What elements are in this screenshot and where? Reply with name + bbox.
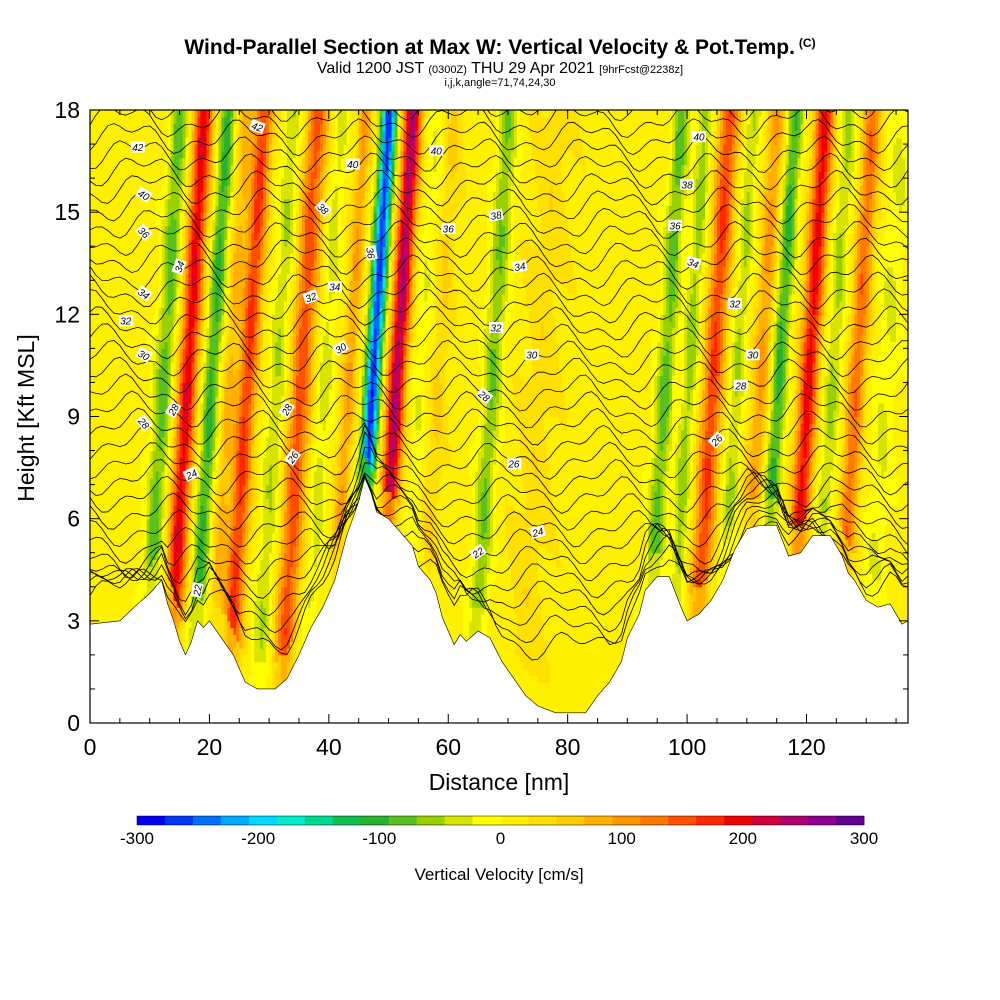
cross-section-chart: 2222242426 26262828 28282830 30 30 3032323232… (0, 0, 1000, 1000)
